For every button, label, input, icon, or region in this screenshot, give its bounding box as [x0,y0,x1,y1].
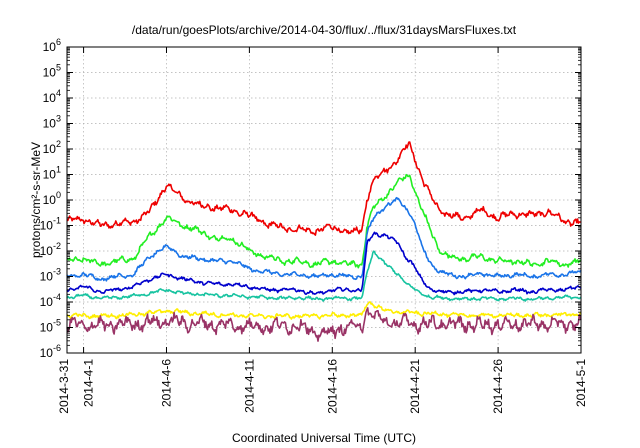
x-tick-label: 2014-4-11 [242,359,256,413]
x-tick-label: 2014-4-21 [408,359,422,414]
x-axis-label: Coordinated Universal Time (UTC) [232,431,416,445]
y-tick-label: 10-6 [40,343,61,360]
x-tick-label: 2014-4-26 [491,359,505,414]
grid [67,47,581,353]
x-tick-label: 2014-5-1 [574,359,588,407]
y-axis-label: protons/cm²-s-sr-MeV [29,142,43,258]
y-tick-labels: 10-6 10-5 10-4 10-3 10-2 10-1 100 101 102 103 104 1… [40,37,61,360]
series-lines [66,141,582,342]
series-line-6 [66,301,582,320]
y-tick-label: 100 [43,190,61,207]
y-tick-label: 103 [43,114,61,131]
y-tick-label: 102 [43,139,61,156]
y-tick-label: 10-2 [40,241,61,258]
series-line-7 [66,307,582,342]
x-tick-label: 2014-4-6 [159,359,173,407]
series-line-4 [66,231,582,296]
series-line-2 [66,173,582,269]
y-tick-label: 10-4 [40,292,61,309]
series-line-1 [67,141,582,236]
y-tick-label: 106 [43,37,61,54]
y-tick-label: 101 [43,165,61,182]
y-tick-label: 10-5 [40,318,61,335]
x-tick-label: 2014-4-1 [82,359,96,407]
chart-title: /data/run/goesPlots/archive/2014-04-30/f… [132,23,517,37]
ticks [66,46,582,354]
series-line-3 [66,196,582,282]
y-tick-label: 105 [43,63,61,80]
x-tick-labels: 2014-3-31 2014-4-1 2014-4-6 2014-4-11 2014-4… [57,359,588,414]
x-tick-label: 2014-4-16 [325,359,339,414]
y-tick-label: 10-1 [40,216,61,233]
y-tick-label: 104 [43,88,61,105]
series-line-5 [66,250,582,302]
y-tick-label: 10-3 [40,267,61,284]
x-tick-label: 2014-3-31 [57,359,71,414]
